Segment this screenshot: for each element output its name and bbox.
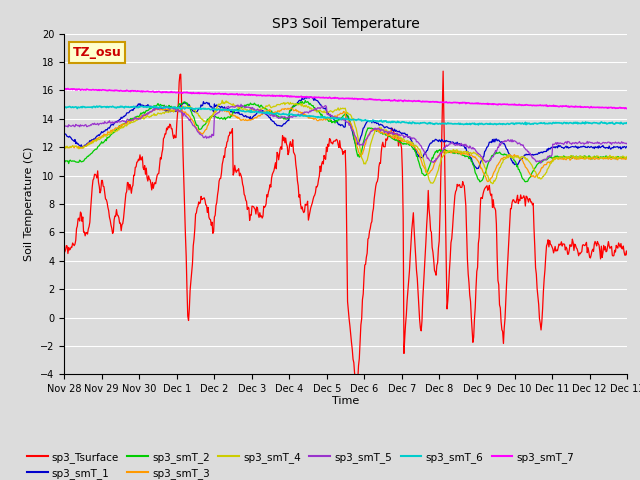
sp3_smT_1 bbox=[623, 144, 631, 149]
Line: sp3_smT_6: sp3_smT_6 bbox=[64, 106, 627, 125]
sp3_smT_1 bbox=[215, 103, 223, 109]
sp3_smT_5 bbox=[60, 123, 68, 129]
sp3_smT_1 bbox=[415, 154, 422, 159]
sp3_smT_4 bbox=[488, 181, 496, 187]
sp3_smT_4 bbox=[415, 146, 422, 152]
sp3_smT_3 bbox=[128, 117, 136, 123]
sp3_Tsurface bbox=[60, 246, 68, 252]
sp3_Tsurface bbox=[439, 68, 447, 74]
sp3_smT_1 bbox=[431, 136, 439, 142]
sp3_Tsurface bbox=[415, 304, 422, 310]
sp3_smT_7 bbox=[64, 85, 72, 91]
sp3_smT_6 bbox=[95, 103, 103, 109]
sp3_smT_7 bbox=[623, 106, 631, 111]
sp3_smT_6 bbox=[186, 105, 194, 110]
sp3_smT_4 bbox=[623, 154, 631, 159]
sp3_smT_1 bbox=[60, 131, 68, 136]
sp3_smT_3 bbox=[623, 156, 631, 162]
X-axis label: Time: Time bbox=[332, 396, 359, 406]
sp3_smT_3 bbox=[415, 150, 422, 156]
sp3_smT_5 bbox=[415, 140, 422, 146]
sp3_smT_5 bbox=[623, 140, 631, 146]
sp3_smT_2 bbox=[415, 159, 422, 165]
sp3_smT_5 bbox=[186, 118, 193, 123]
Line: sp3_Tsurface: sp3_Tsurface bbox=[64, 71, 627, 394]
sp3_Tsurface bbox=[70, 243, 78, 249]
Title: SP3 Soil Temperature: SP3 Soil Temperature bbox=[272, 17, 419, 31]
Line: sp3_smT_5: sp3_smT_5 bbox=[64, 104, 627, 163]
sp3_smT_2 bbox=[70, 158, 78, 164]
sp3_smT_7 bbox=[71, 86, 79, 92]
sp3_smT_7 bbox=[216, 91, 224, 96]
sp3_smT_4 bbox=[128, 120, 136, 125]
sp3_smT_4 bbox=[431, 175, 439, 181]
sp3_smT_1 bbox=[301, 94, 309, 100]
sp3_smT_1 bbox=[186, 102, 193, 108]
sp3_smT_5 bbox=[215, 110, 223, 116]
Line: sp3_smT_3: sp3_smT_3 bbox=[64, 108, 627, 181]
sp3_Tsurface bbox=[186, 306, 193, 312]
Y-axis label: Soil Temperature (C): Soil Temperature (C) bbox=[24, 147, 35, 261]
sp3_Tsurface bbox=[353, 391, 361, 397]
sp3_Tsurface bbox=[431, 269, 439, 275]
sp3_smT_2 bbox=[186, 104, 193, 109]
sp3_smT_6 bbox=[129, 105, 137, 110]
Legend: sp3_Tsurface, sp3_smT_1, sp3_smT_2, sp3_smT_3, sp3_smT_4, sp3_smT_5, sp3_smT_6, : sp3_Tsurface, sp3_smT_1, sp3_smT_2, sp3_… bbox=[22, 448, 579, 480]
sp3_smT_5 bbox=[237, 101, 245, 107]
sp3_smT_7 bbox=[186, 90, 194, 96]
sp3_smT_3 bbox=[215, 106, 223, 111]
sp3_smT_4 bbox=[60, 145, 68, 151]
sp3_smT_1 bbox=[128, 107, 136, 113]
sp3_smT_6 bbox=[474, 122, 482, 128]
sp3_smT_6 bbox=[70, 105, 78, 110]
sp3_smT_7 bbox=[60, 86, 68, 92]
sp3_smT_5 bbox=[128, 117, 136, 123]
sp3_smT_6 bbox=[431, 120, 439, 126]
sp3_smT_5 bbox=[431, 158, 439, 164]
sp3_smT_2 bbox=[301, 97, 309, 103]
Line: sp3_smT_4: sp3_smT_4 bbox=[64, 100, 627, 184]
sp3_Tsurface bbox=[128, 184, 136, 190]
sp3_smT_2 bbox=[623, 156, 631, 161]
sp3_smT_3 bbox=[70, 145, 78, 151]
sp3_smT_6 bbox=[415, 120, 422, 126]
sp3_smT_2 bbox=[128, 115, 136, 121]
sp3_smT_5 bbox=[70, 124, 78, 130]
Text: TZ_osu: TZ_osu bbox=[72, 46, 121, 59]
sp3_smT_5 bbox=[537, 160, 545, 166]
sp3_smT_1 bbox=[473, 166, 481, 171]
sp3_smT_7 bbox=[431, 99, 439, 105]
sp3_smT_3 bbox=[60, 145, 68, 151]
sp3_smT_6 bbox=[216, 107, 224, 112]
sp3_smT_6 bbox=[60, 104, 68, 110]
sp3_smT_3 bbox=[431, 159, 439, 165]
sp3_smT_4 bbox=[218, 97, 226, 103]
sp3_smT_2 bbox=[431, 149, 439, 155]
sp3_smT_3 bbox=[484, 179, 492, 184]
Line: sp3_smT_1: sp3_smT_1 bbox=[64, 97, 627, 168]
sp3_smT_7 bbox=[129, 88, 137, 94]
sp3_smT_7 bbox=[415, 98, 422, 104]
sp3_Tsurface bbox=[215, 178, 223, 184]
sp3_smT_3 bbox=[287, 105, 295, 111]
sp3_smT_2 bbox=[476, 179, 484, 185]
sp3_smT_2 bbox=[215, 116, 223, 121]
sp3_smT_2 bbox=[60, 158, 68, 164]
sp3_smT_3 bbox=[186, 113, 193, 119]
sp3_smT_4 bbox=[186, 105, 193, 110]
sp3_Tsurface bbox=[623, 252, 631, 258]
Line: sp3_smT_2: sp3_smT_2 bbox=[64, 100, 627, 182]
sp3_smT_4 bbox=[215, 101, 223, 107]
sp3_smT_6 bbox=[623, 120, 631, 126]
sp3_smT_1 bbox=[70, 139, 78, 144]
Line: sp3_smT_7: sp3_smT_7 bbox=[64, 88, 627, 108]
sp3_smT_4 bbox=[70, 143, 78, 149]
